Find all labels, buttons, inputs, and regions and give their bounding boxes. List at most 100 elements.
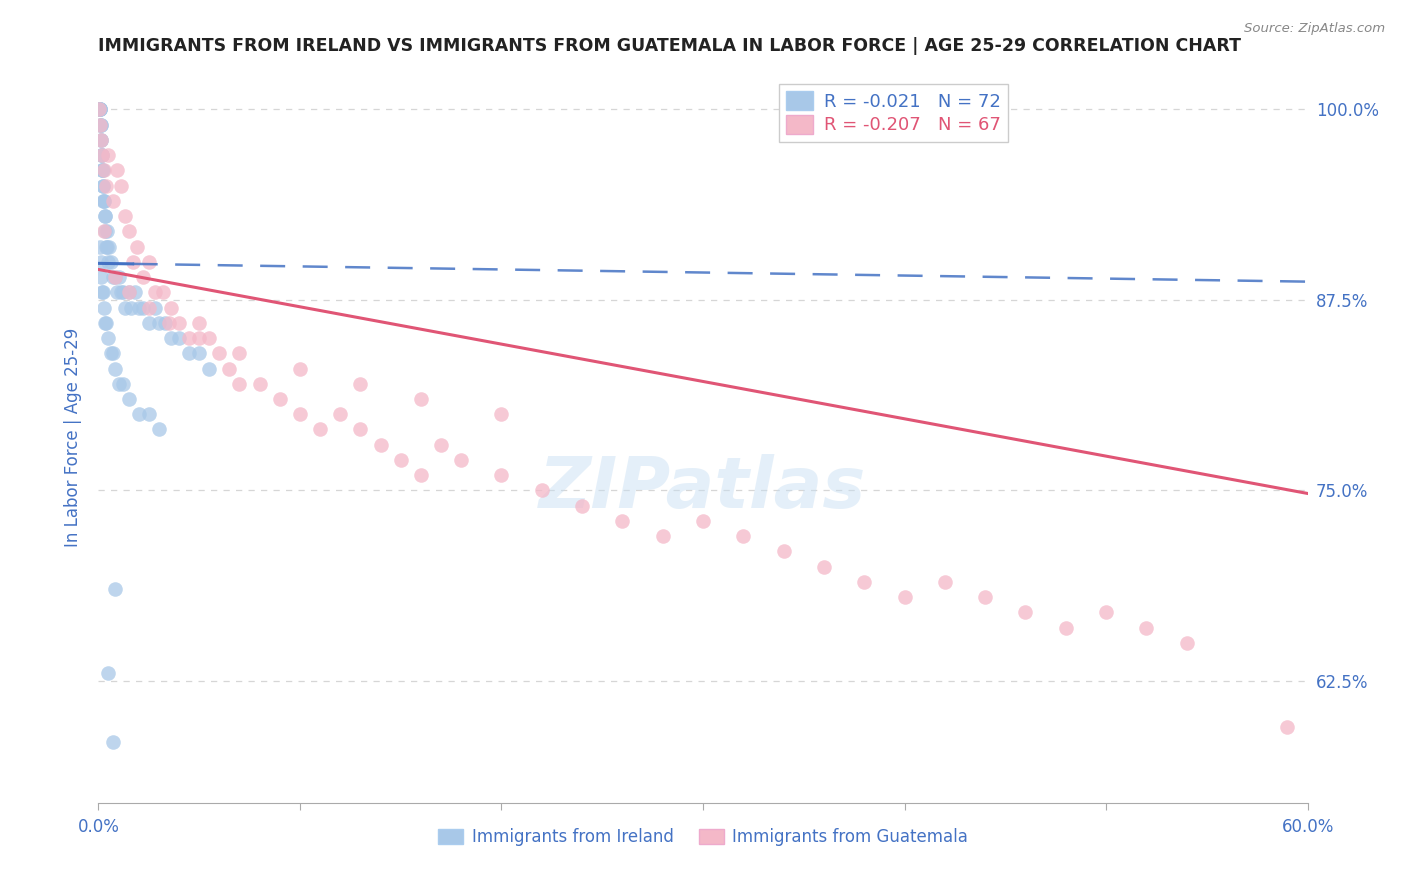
Point (110, 178, 132, 193)
Point (105, 285, 128, 300)
Point (91, 178, 114, 193)
Point (772, 544, 794, 558)
Point (813, 559, 835, 574)
Point (101, 270, 124, 285)
Point (101, 735, 124, 749)
Point (269, 392, 291, 406)
Point (90, 133, 112, 147)
Point (128, 301, 150, 315)
Point (138, 316, 160, 330)
Text: Source: ZipAtlas.com: Source: ZipAtlas.com (1244, 22, 1385, 36)
Point (91, 148, 114, 162)
Point (491, 407, 513, 421)
Point (114, 301, 136, 315)
Point (89, 103, 111, 117)
Point (188, 346, 211, 360)
Point (103, 582, 125, 597)
Point (91, 163, 114, 178)
Point (167, 331, 190, 345)
Point (934, 574, 956, 589)
Point (409, 468, 432, 483)
Point (90, 255, 112, 269)
Point (93, 224, 115, 238)
Point (853, 574, 876, 589)
Point (110, 285, 132, 300)
Point (132, 270, 155, 285)
Point (288, 361, 311, 376)
Point (143, 301, 166, 315)
Point (105, 163, 128, 178)
Point (128, 407, 150, 421)
Point (228, 376, 250, 391)
Point (90, 118, 112, 132)
Point (93, 301, 115, 315)
Point (89, 103, 111, 117)
Point (111, 285, 134, 300)
Point (97, 331, 120, 345)
Point (93, 285, 115, 300)
Point (138, 407, 160, 421)
Point (90, 133, 112, 147)
Point (89, 103, 111, 117)
Point (103, 270, 125, 285)
Point (93, 194, 115, 208)
Point (188, 316, 211, 330)
Point (167, 316, 190, 330)
Point (491, 468, 513, 483)
Point (138, 255, 160, 269)
Point (179, 346, 201, 360)
Point (94, 224, 117, 238)
Point (91, 163, 114, 178)
Point (1277, 720, 1299, 734)
Point (1175, 636, 1198, 650)
Point (96, 224, 118, 238)
Point (1135, 621, 1157, 635)
Point (138, 301, 160, 315)
Point (93, 163, 115, 178)
Point (349, 376, 371, 391)
Point (118, 285, 141, 300)
Point (89, 239, 111, 253)
Legend: R = -0.021   N = 72, R = -0.207   N = 67: R = -0.021 N = 72, R = -0.207 N = 67 (779, 84, 1008, 142)
Point (93, 194, 115, 208)
Point (329, 407, 352, 421)
Text: ZIPatlas: ZIPatlas (540, 454, 866, 523)
Point (90, 270, 112, 285)
Point (120, 301, 142, 315)
Point (148, 316, 170, 330)
Point (90, 148, 112, 162)
Point (651, 529, 673, 543)
Point (157, 316, 180, 330)
Point (101, 194, 124, 208)
Point (121, 255, 143, 269)
Point (100, 346, 122, 360)
Point (179, 331, 201, 345)
Point (90, 133, 112, 147)
Point (97, 666, 120, 681)
Point (91, 285, 114, 300)
Point (96, 316, 118, 330)
Point (91, 148, 114, 162)
Point (94, 209, 117, 223)
Point (893, 590, 915, 604)
Point (218, 361, 240, 376)
Point (93, 194, 115, 208)
Point (97, 239, 120, 253)
Point (349, 422, 371, 436)
Y-axis label: In Labor Force | Age 25-29: In Labor Force | Age 25-29 (63, 327, 82, 547)
Point (249, 376, 271, 391)
Point (198, 361, 221, 376)
Point (188, 331, 211, 345)
Point (125, 239, 148, 253)
Point (97, 148, 120, 162)
Point (153, 316, 176, 330)
Point (89, 118, 111, 132)
Point (612, 514, 634, 528)
Point (96, 178, 118, 193)
Point (160, 331, 183, 345)
Point (97, 255, 120, 269)
Point (89, 103, 111, 117)
Point (94, 316, 117, 330)
Point (101, 346, 124, 360)
Point (974, 590, 997, 604)
